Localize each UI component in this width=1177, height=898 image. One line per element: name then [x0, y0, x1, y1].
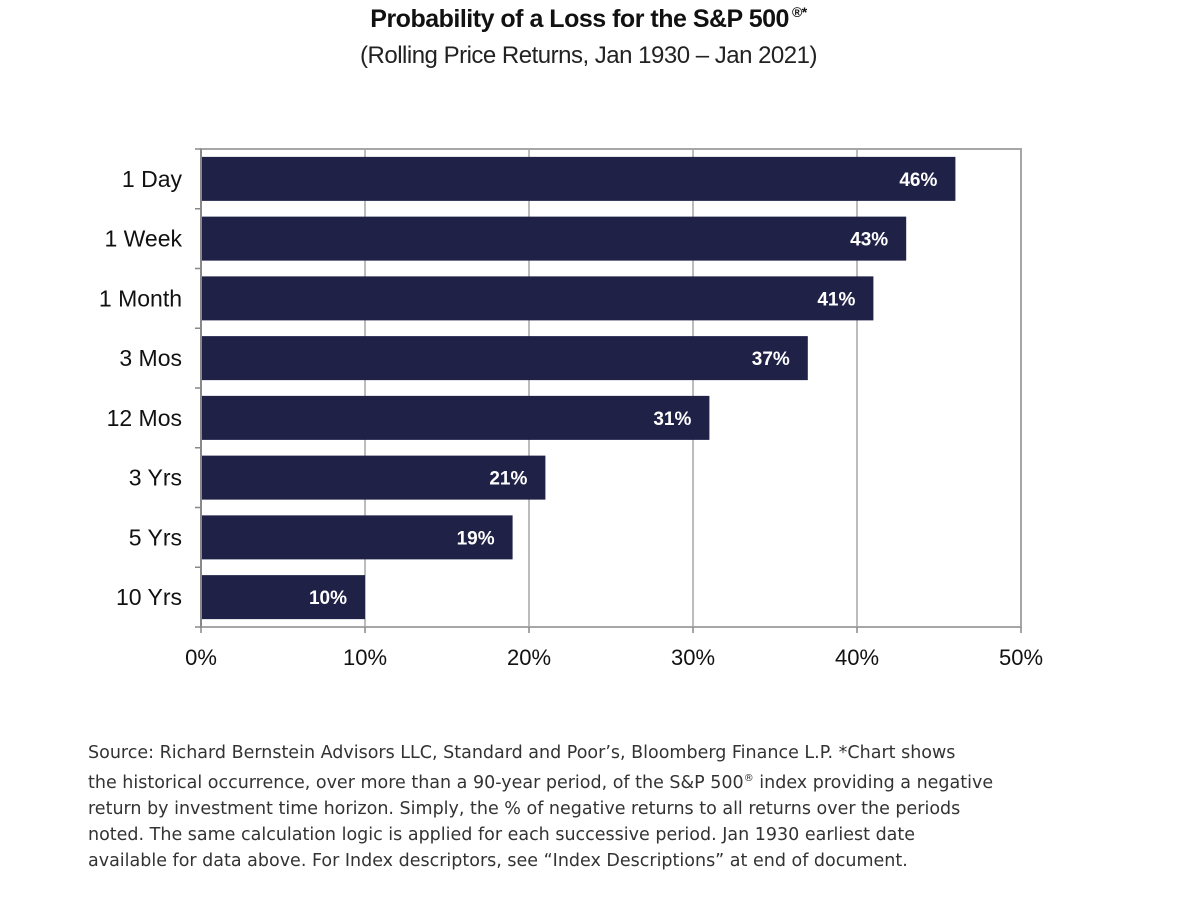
chart-title-text: Probability of a Loss for the S&P 500	[370, 5, 789, 33]
x-tick-label: 40%	[835, 645, 879, 670]
data-label: 21%	[489, 469, 527, 490]
bar	[201, 336, 808, 381]
registered-mark: ®	[743, 773, 754, 784]
category-label: 10 Yrs	[116, 584, 182, 610]
data-label: 19%	[457, 528, 495, 549]
bar	[201, 575, 365, 620]
footnote-text: the historical occurrence, over more tha…	[88, 772, 744, 793]
bar	[201, 395, 710, 440]
chart-subtitle: (Rolling Price Returns, Jan 1930 – Jan 2…	[360, 42, 817, 69]
title-mark: ®*	[791, 4, 807, 20]
bar	[201, 455, 546, 500]
data-label: 10%	[309, 588, 347, 609]
category-label: 1 Week	[104, 226, 182, 252]
x-tick-label: 10%	[343, 645, 387, 670]
x-tick-label: 50%	[999, 645, 1043, 670]
bar-chart: 0% 10% 20% 30% 40% 50% 1 Day 46% 1 Week 43% 1 Mont…	[99, 148, 1043, 670]
x-tick-label: 20%	[507, 645, 551, 670]
category-label: 1 Month	[99, 285, 182, 311]
footnote-text: index providing a negative	[753, 772, 994, 793]
x-tick-label: 0%	[185, 645, 217, 670]
footnote-line: available for data above. For Index desc…	[88, 850, 908, 871]
chart-title: Probability of a Loss for the S&P 500 ®*	[0, 4, 1177, 34]
bar	[201, 216, 907, 261]
category-label: 5 Yrs	[129, 524, 182, 550]
x-tick-label: 30%	[671, 645, 715, 670]
category-label: 3 Yrs	[129, 465, 182, 491]
footnote-line: noted. The same calculation logic is app…	[88, 824, 916, 845]
category-label: 12 Mos	[107, 405, 182, 431]
data-label: 37%	[752, 349, 790, 370]
data-label: 43%	[850, 230, 888, 251]
footnote-line: Source: Richard Bernstein Advisors LLC, …	[88, 743, 956, 763]
bar	[201, 276, 874, 321]
data-label: 31%	[653, 409, 691, 430]
category-label: 3 Mos	[119, 345, 182, 371]
footnote-line: return by investment time horizon. Simpl…	[88, 798, 961, 819]
data-label: 41%	[817, 289, 855, 310]
bar	[201, 156, 956, 201]
bar	[201, 515, 513, 560]
data-label: 46%	[899, 170, 937, 191]
category-label: 1 Day	[122, 166, 183, 192]
footnote-line: the historical occurrence, over more tha…	[88, 766, 1088, 796]
source-footnote: Source: Richard Bernstein Advisors LLC, …	[88, 740, 1088, 874]
